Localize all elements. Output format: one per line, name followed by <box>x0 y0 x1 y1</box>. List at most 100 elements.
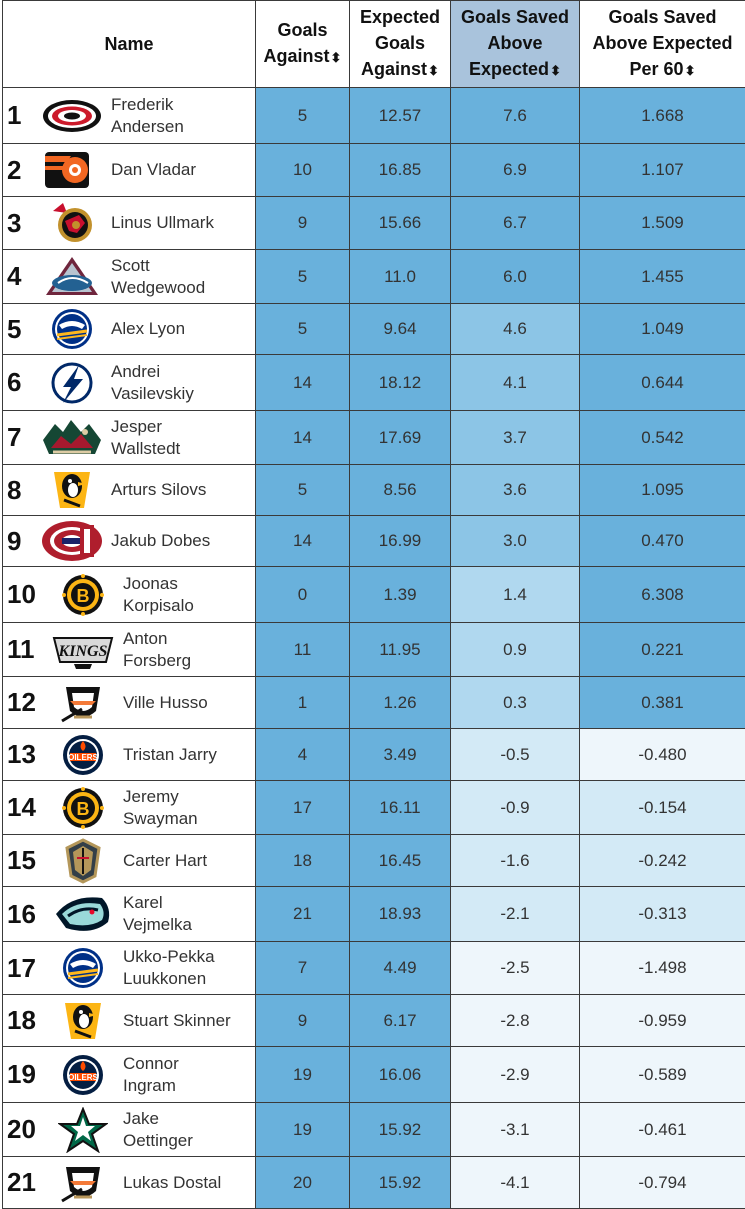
cell-gsax60: 0.470 <box>580 516 745 567</box>
cell-gsax: 1.4 <box>451 567 580 623</box>
sabres-logo-icon <box>37 307 107 351</box>
goalie-name[interactable]: Carter Hart <box>119 850 207 872</box>
rank-number: 19 <box>3 1059 47 1090</box>
sort-icon[interactable]: ⬍ <box>685 63 696 78</box>
column-header-name[interactable]: Name <box>3 1 256 88</box>
bruins-logo-icon: B <box>47 573 119 617</box>
goalie-cell: 12 Ville Husso <box>3 677 256 729</box>
sort-icon[interactable]: ⬍ <box>331 50 342 65</box>
cell-xga: 11.95 <box>350 623 451 677</box>
column-header-expected-goals-against[interactable]: Expected Goals Against⬍ <box>350 1 451 88</box>
cell-xga: 8.56 <box>350 465 451 516</box>
cell-gsax60: 0.644 <box>580 355 745 411</box>
cell-ga: 19 <box>256 1047 350 1103</box>
rank-number: 14 <box>3 792 47 823</box>
kings-logo-icon: KINGS <box>47 630 119 670</box>
cell-xga: 11.0 <box>350 250 451 304</box>
senators-logo-icon <box>37 201 107 245</box>
cell-xga: 16.45 <box>350 835 451 887</box>
cell-xga: 6.17 <box>350 995 451 1047</box>
goalie-name[interactable]: Linus Ullmark <box>107 212 214 234</box>
cell-gsax60: 6.308 <box>580 567 745 623</box>
goalie-name[interactable]: Lukas Dostal <box>119 1172 221 1194</box>
cell-gsax: 3.0 <box>451 516 580 567</box>
cell-gsax: -2.1 <box>451 887 580 942</box>
cell-gsax: -4.1 <box>451 1157 580 1209</box>
hurricanes-logo-icon <box>37 97 107 135</box>
cell-ga: 9 <box>256 197 350 250</box>
cell-gsax60: 1.509 <box>580 197 745 250</box>
rank-number: 6 <box>3 367 37 398</box>
canadiens-logo-icon <box>37 519 107 563</box>
goalie-name[interactable]: Dan Vladar <box>107 159 196 181</box>
goalie-name[interactable]: Alex Lyon <box>107 318 185 340</box>
cell-ga: 17 <box>256 781 350 835</box>
cell-xga: 4.49 <box>350 942 451 995</box>
penguins-logo-icon <box>47 999 119 1043</box>
cell-xga: 16.85 <box>350 144 451 197</box>
cell-gsax: 4.6 <box>451 304 580 355</box>
cell-ga: 1 <box>256 677 350 729</box>
cell-gsax: -0.5 <box>451 729 580 781</box>
cell-gsax60: 0.221 <box>580 623 745 677</box>
rank-number: 7 <box>3 422 37 453</box>
sort-icon[interactable]: ⬍ <box>550 63 561 78</box>
goalie-name[interactable]: Arturs Silovs <box>107 479 206 501</box>
rank-number: 11 <box>3 634 47 665</box>
sort-icon[interactable]: ⬍ <box>428 63 439 78</box>
rank-number: 4 <box>3 261 37 292</box>
column-header-goals-against[interactable]: Goals Against⬍ <box>256 1 350 88</box>
oilers-logo-icon: OILERS <box>47 733 119 777</box>
rank-number: 18 <box>3 1005 47 1036</box>
cell-gsax60: -0.480 <box>580 729 745 781</box>
goalie-name[interactable]: Ville Husso <box>119 692 208 714</box>
cell-xga: 16.99 <box>350 516 451 567</box>
svg-text:KINGS: KINGS <box>58 643 108 660</box>
cell-gsax60: -0.794 <box>580 1157 745 1209</box>
cell-gsax: -2.5 <box>451 942 580 995</box>
rank-number: 21 <box>3 1167 47 1198</box>
cell-gsax: 7.6 <box>451 88 580 144</box>
goalie-name[interactable]: Jakub Dobes <box>107 530 210 552</box>
cell-xga: 1.26 <box>350 677 451 729</box>
rank-number: 12 <box>3 687 47 718</box>
column-header-gsax[interactable]: Goals Saved Above Expected⬍ <box>451 1 580 88</box>
cell-gsax60: 1.107 <box>580 144 745 197</box>
column-header-gsax-per-60[interactable]: Goals Saved Above Expected Per 60⬍ <box>580 1 745 88</box>
cell-gsax: -2.9 <box>451 1047 580 1103</box>
goldenknights-logo-icon <box>47 838 119 884</box>
cell-ga: 14 <box>256 516 350 567</box>
cell-gsax: 3.7 <box>451 411 580 465</box>
cell-ga: 14 <box>256 355 350 411</box>
goalie-name[interactable]: Tristan Jarry <box>119 744 217 766</box>
goalie-name[interactable]: Stuart Skinner <box>119 1010 231 1032</box>
cell-ga: 4 <box>256 729 350 781</box>
cell-gsax60: 0.542 <box>580 411 745 465</box>
